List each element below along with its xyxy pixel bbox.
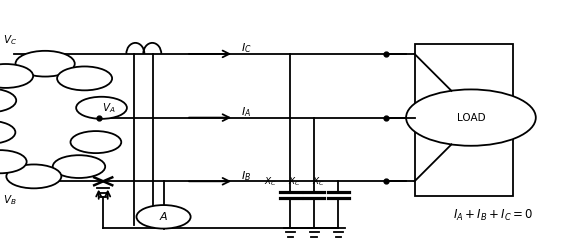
Circle shape <box>0 150 27 173</box>
Text: LOAD: LOAD <box>457 113 485 122</box>
Text: $V_C$: $V_C$ <box>3 33 17 47</box>
Circle shape <box>6 164 61 188</box>
Bar <box>415 44 513 196</box>
Text: $V_B$: $V_B$ <box>3 194 16 207</box>
Text: $I_B$: $I_B$ <box>241 169 251 183</box>
Text: $I_C$: $I_C$ <box>241 41 252 55</box>
Text: $I_A + I_B + I_C = 0$: $I_A + I_B + I_C = 0$ <box>453 208 534 223</box>
Text: A: A <box>160 212 168 222</box>
Circle shape <box>15 51 74 77</box>
Text: $I_A$: $I_A$ <box>241 105 251 119</box>
Circle shape <box>53 155 105 178</box>
Circle shape <box>76 97 127 119</box>
Circle shape <box>136 205 191 229</box>
Circle shape <box>57 66 112 90</box>
Text: $X_C$: $X_C$ <box>312 175 325 188</box>
Text: $X_C$: $X_C$ <box>288 175 301 188</box>
Circle shape <box>0 64 33 88</box>
Text: $X_C$: $X_C$ <box>265 175 277 188</box>
Circle shape <box>0 88 16 112</box>
Circle shape <box>70 131 121 153</box>
Circle shape <box>406 89 536 146</box>
Text: $V_A$: $V_A$ <box>102 101 115 115</box>
Circle shape <box>0 121 15 144</box>
